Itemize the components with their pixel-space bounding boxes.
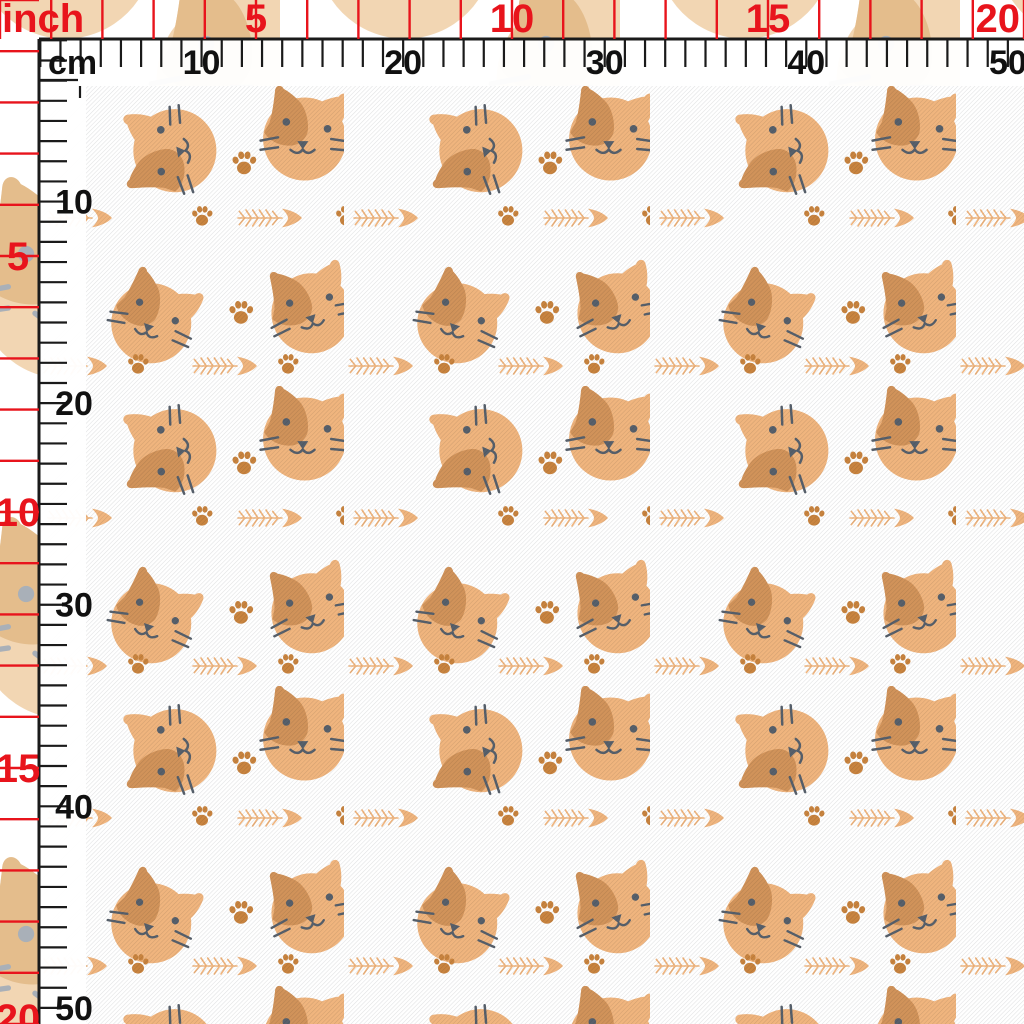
svg-text:cm: cm (48, 44, 97, 82)
svg-text:10: 10 (55, 184, 93, 222)
svg-text:15: 15 (746, 0, 791, 41)
svg-text:20: 20 (0, 997, 40, 1024)
svg-text:10: 10 (490, 0, 535, 41)
svg-text:20: 20 (384, 44, 422, 82)
svg-text:20: 20 (976, 0, 1021, 41)
svg-text:10: 10 (183, 44, 221, 82)
svg-text:5: 5 (7, 235, 29, 279)
svg-text:inch: inch (2, 0, 84, 41)
svg-text:30: 30 (55, 587, 93, 625)
svg-text:5: 5 (245, 0, 267, 41)
svg-text:10: 10 (0, 491, 40, 535)
svg-text:30: 30 (586, 44, 624, 82)
svg-text:50: 50 (989, 44, 1024, 82)
svg-text:20: 20 (55, 385, 93, 423)
svg-text:40: 40 (55, 788, 93, 826)
svg-text:50: 50 (55, 990, 93, 1024)
svg-text:40: 40 (787, 44, 825, 82)
svg-text:15: 15 (0, 747, 40, 791)
